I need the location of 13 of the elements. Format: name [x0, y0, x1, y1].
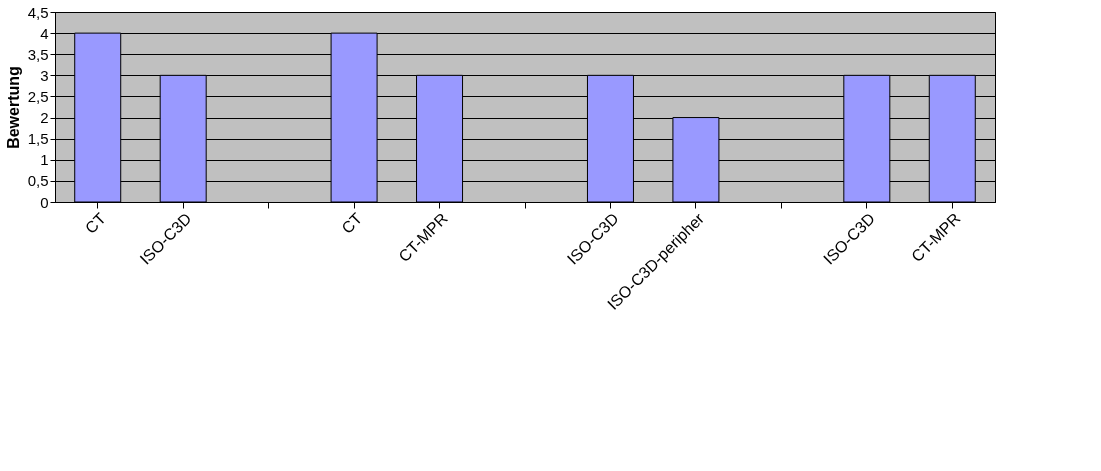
- y-tick-label: 4,5: [27, 3, 49, 21]
- y-tick-label: 4: [40, 24, 49, 42]
- y-tick-label: 1: [40, 151, 49, 169]
- y-tick-label: 0,5: [27, 172, 49, 190]
- y-tick-label: 3,5: [27, 45, 49, 63]
- y-tick-label: 1,5: [27, 130, 49, 148]
- y-tick-label: 2,5: [27, 87, 49, 105]
- y-tick-label: 3: [40, 66, 49, 84]
- y-tick-label: 0: [40, 193, 49, 211]
- y-axis-title: Bewertung: [4, 66, 22, 149]
- x-tick-label: CT: [81, 209, 110, 237]
- x-tick-label: CT: [338, 209, 366, 237]
- y-tick-label: 2: [40, 109, 49, 127]
